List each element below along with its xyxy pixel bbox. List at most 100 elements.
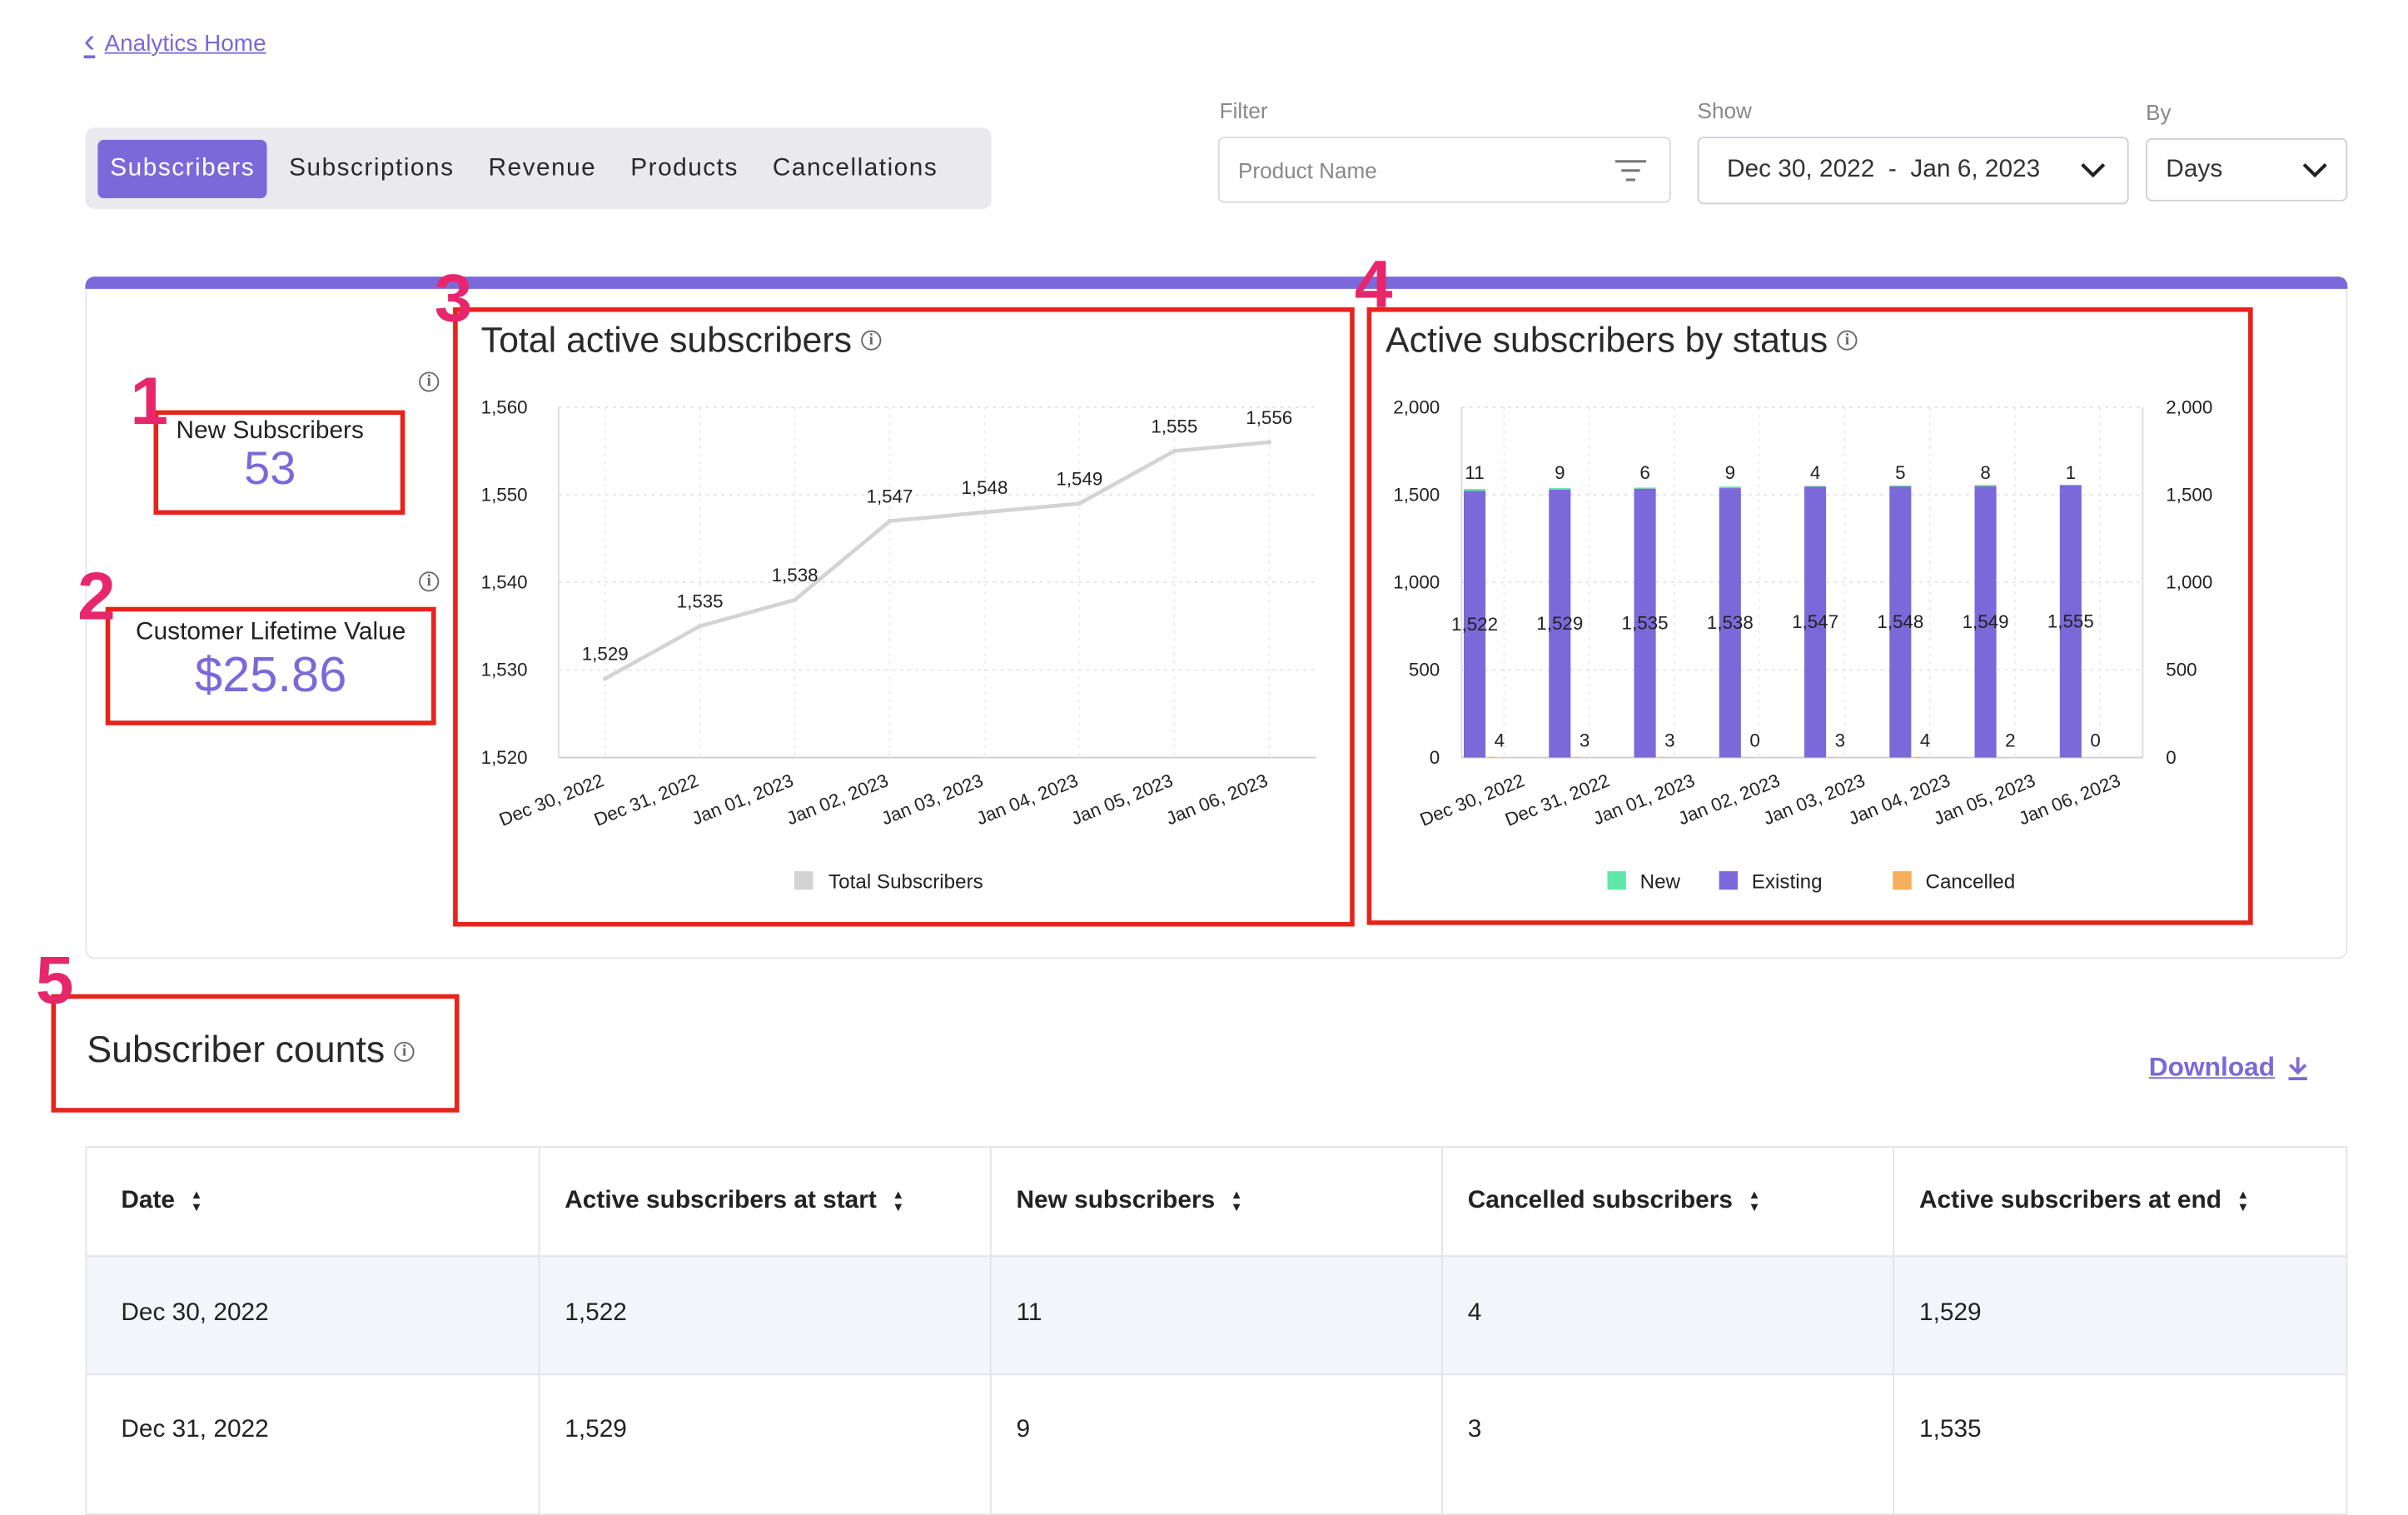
back-link[interactable]: ‹ Analytics Home — [84, 29, 266, 58]
series-line — [605, 442, 1270, 679]
x-tick-label: Jan 02, 2023 — [784, 770, 891, 829]
annotation-number-1: 1 — [131, 369, 169, 436]
product-filter-placeholder: Product Name — [1238, 157, 1377, 182]
data-label-cancelled: 3 — [1835, 730, 1845, 751]
sort-icon: ▲▼ — [1231, 1189, 1243, 1214]
download-button[interactable]: Download — [2149, 1053, 2309, 1084]
sort-icon: ▲▼ — [191, 1189, 203, 1214]
table-cell: Dec 31, 2022 — [87, 1372, 268, 1488]
legend-label: Total Subscribers — [828, 870, 983, 893]
data-label-new: 1 — [2066, 462, 2076, 483]
info-icon[interactable]: i — [1837, 331, 1857, 351]
data-label-cancelled: 0 — [2090, 730, 2100, 751]
y-tick-label: 0 — [1430, 747, 1440, 768]
filter-lines-icon — [1614, 157, 1648, 182]
legend-swatch — [794, 871, 813, 890]
data-label-new: 6 — [1639, 462, 1649, 483]
tab-subscribers[interactable]: Subscribers — [97, 139, 267, 197]
data-label-cancelled: 2 — [2005, 730, 2015, 751]
status-bar-chart: 2,0001,5001,00050002,0001,5001,000500011… — [1371, 384, 2241, 914]
data-point — [603, 676, 608, 681]
tab-cancellations[interactable]: Cancellations — [760, 139, 950, 197]
sort-icon: ▲▼ — [892, 1189, 904, 1214]
x-tick-label: Jan 01, 2023 — [689, 770, 796, 829]
y-tick-label: 1,530 — [481, 660, 528, 680]
legend-swatch — [1607, 871, 1625, 890]
tab-subscriptions[interactable]: Subscriptions — [276, 139, 466, 197]
granularity-select[interactable]: Days — [2146, 138, 2347, 202]
y-tick-label: 1,560 — [481, 396, 528, 417]
date-range-select[interactable]: Dec 30, 2022 - Jan 6, 2023 — [1698, 137, 2129, 204]
chart-title-text: Active subscribers by status — [1386, 320, 1828, 361]
legend-swatch — [1719, 871, 1738, 890]
download-icon — [2287, 1055, 2309, 1080]
x-tick-label: Dec 31, 2022 — [591, 770, 702, 830]
y-tick-label: 500 — [1409, 660, 1440, 680]
tab-revenue[interactable]: Revenue — [476, 139, 609, 197]
tab-bar: Subscribers Subscriptions Revenue Produc… — [85, 127, 991, 209]
bar-new — [1549, 488, 1570, 490]
data-label-cancelled: 0 — [1749, 730, 1759, 751]
back-link-label: Analytics Home — [104, 31, 266, 57]
column-header-active-end[interactable]: Active subscribers at end▲▼ — [1885, 1148, 2349, 1255]
y-tick-label: 2,000 — [1393, 396, 1440, 417]
data-label-cancelled: 4 — [1495, 730, 1505, 751]
filter-label: Filter — [1220, 98, 1268, 123]
column-header-new[interactable]: New subscribers▲▼ — [983, 1148, 1434, 1255]
y2-tick-label: 0 — [2166, 747, 2176, 768]
y-tick-label: 1,000 — [1393, 572, 1440, 593]
chevron-down-icon — [2081, 163, 2106, 178]
data-label-cancelled: 3 — [1664, 730, 1674, 751]
data-label-existing: 1,522 — [1451, 614, 1498, 635]
column-header-label: Active subscribers at start — [565, 1188, 877, 1215]
y-tick-label: 1,550 — [481, 485, 528, 506]
legend-label: Existing — [1752, 870, 1823, 893]
subscriber-counts-title: Subscriber counts i — [87, 1029, 414, 1073]
sort-icon: ▲▼ — [1749, 1189, 1761, 1214]
info-icon[interactable]: i — [419, 571, 439, 591]
y2-tick-label: 1,500 — [2166, 485, 2212, 506]
download-label: Download — [2149, 1053, 2275, 1084]
data-label: 1,547 — [867, 486, 913, 507]
column-header-active-start[interactable]: Active subscribers at start ▲▼ — [530, 1148, 982, 1255]
column-header-label: Date — [121, 1188, 175, 1215]
show-label: Show — [1698, 98, 1752, 123]
data-point — [1172, 449, 1177, 454]
data-label-new: 5 — [1895, 462, 1905, 483]
data-label-existing: 1,548 — [1877, 611, 1923, 632]
bar-new — [1464, 489, 1485, 491]
data-point — [983, 510, 988, 515]
data-label-existing: 1,538 — [1707, 612, 1754, 633]
bar-cancelled — [1659, 757, 1664, 758]
line-chart-title: Total active subscribers i — [481, 320, 882, 361]
table-cell: 1,529 — [530, 1372, 627, 1488]
annotation-number-2: 2 — [77, 564, 116, 631]
column-header-date[interactable]: Date ▲▼ — [87, 1148, 538, 1255]
column-header-cancelled[interactable]: Cancelled subscribers▲▼ — [1434, 1148, 1885, 1255]
info-icon[interactable]: i — [394, 1041, 414, 1061]
bar-new — [1975, 485, 1997, 486]
info-icon[interactable]: i — [861, 331, 881, 351]
table-row-bg — [87, 1255, 2346, 1375]
chevron-down-icon — [2302, 162, 2327, 177]
new-subscribers-metric: New Subscribers 53 — [153, 418, 386, 495]
section-title-text: Subscriber counts — [87, 1029, 385, 1073]
metric-value: $25.86 — [106, 647, 436, 702]
data-label-new: 4 — [1810, 462, 1820, 483]
tab-products[interactable]: Products — [618, 139, 750, 197]
data-point — [1077, 501, 1082, 506]
data-label: 1,555 — [1151, 416, 1197, 436]
data-label: 1,549 — [1056, 469, 1102, 490]
y-tick-label: 1,500 — [1393, 485, 1440, 506]
data-label: 1,556 — [1246, 407, 1292, 428]
date-range-value: Dec 30, 2022 - Jan 6, 2023 — [1727, 157, 2040, 184]
x-tick-label: Jan 04, 2023 — [973, 770, 1081, 829]
info-icon[interactable]: i — [419, 371, 439, 391]
data-label: 1,535 — [677, 591, 724, 612]
data-point — [793, 597, 798, 602]
bar-cancelled — [1914, 757, 1920, 758]
table-cell: 3 — [1434, 1372, 1482, 1488]
table-cell: 4 — [1434, 1255, 1482, 1372]
product-filter-input[interactable]: Product Name — [1218, 137, 1671, 202]
